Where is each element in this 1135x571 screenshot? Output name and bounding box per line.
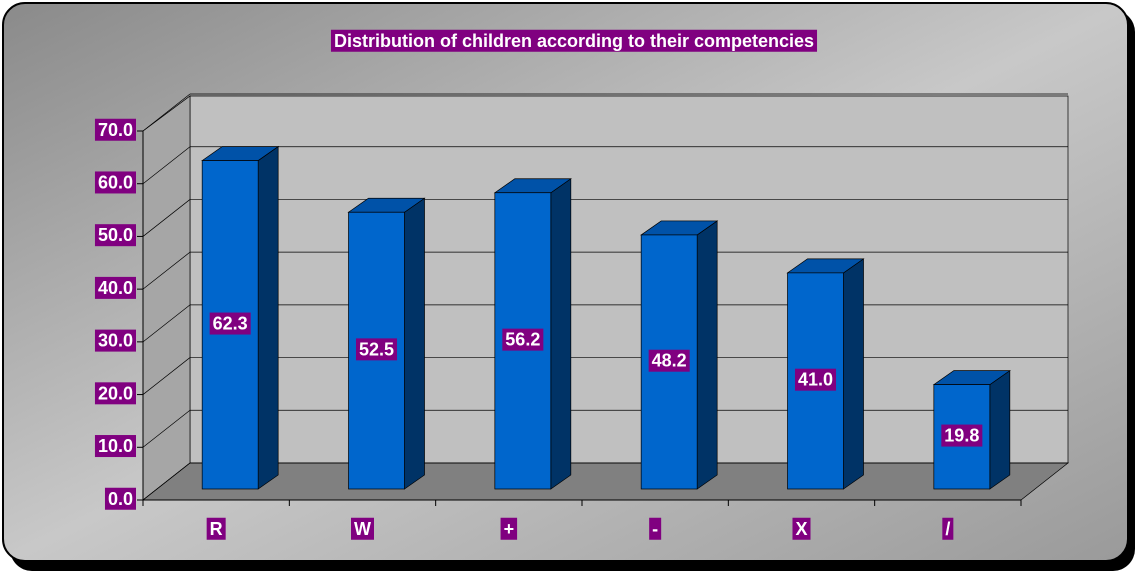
label-background — [94, 382, 136, 405]
data-label: 19.8 — [944, 426, 979, 446]
grid-line — [142, 199, 191, 237]
label-background — [502, 328, 544, 351]
grid-line — [142, 251, 191, 290]
label-background — [941, 424, 983, 447]
label-background — [330, 29, 818, 52]
grid-line — [142, 462, 191, 501]
label-background — [355, 338, 398, 361]
data-label: 52.5 — [359, 339, 394, 359]
bar-side — [843, 258, 864, 490]
label-background — [94, 329, 136, 352]
grid-line — [142, 304, 191, 343]
x-tick-label: - — [652, 519, 658, 539]
data-label: 41.0 — [798, 370, 833, 390]
y-tick-label: 60.0 — [98, 172, 133, 192]
label-background — [500, 517, 518, 540]
y-tick-label: 0.0 — [108, 489, 133, 509]
x-tick-label: X — [795, 519, 807, 539]
x-tick-label: W — [354, 519, 371, 539]
label-background — [94, 171, 136, 194]
data-label: 62.3 — [213, 314, 248, 334]
side-wall — [142, 95, 191, 501]
label-background — [94, 224, 136, 247]
x-tick-label: + — [504, 519, 515, 539]
bar-side — [404, 197, 425, 490]
chart-title: Distribution of children according to th… — [334, 31, 814, 51]
label-background — [792, 517, 811, 540]
y-tick-label: 70.0 — [98, 120, 133, 140]
label-background — [942, 517, 954, 540]
label-background — [94, 276, 136, 299]
grid-line — [142, 146, 191, 184]
label-background — [94, 435, 136, 458]
grid-line — [142, 357, 191, 395]
data-label: 56.2 — [505, 330, 540, 350]
label-background — [206, 517, 226, 540]
label-background — [794, 368, 837, 391]
y-tick-label: 40.0 — [98, 278, 133, 298]
y-tick-label: 50.0 — [98, 225, 133, 245]
grid-line — [142, 93, 191, 132]
x-tick-label: R — [210, 519, 223, 539]
bar-side — [257, 145, 279, 490]
label-background — [648, 349, 690, 372]
bar-side — [550, 178, 572, 490]
data-label: 48.2 — [652, 351, 687, 371]
bar-side — [989, 369, 1011, 490]
label-background — [94, 118, 136, 141]
bar-side — [696, 220, 718, 490]
label-background — [104, 487, 136, 510]
x-tick-label: / — [945, 519, 950, 539]
label-background — [209, 312, 251, 335]
y-tick-label: 10.0 — [98, 436, 133, 456]
y-tick-label: 30.0 — [98, 331, 133, 351]
floor — [141, 462, 1070, 501]
grid-line — [142, 410, 191, 448]
label-background — [351, 517, 374, 540]
label-background — [649, 517, 662, 540]
y-tick-label: 20.0 — [98, 383, 133, 403]
